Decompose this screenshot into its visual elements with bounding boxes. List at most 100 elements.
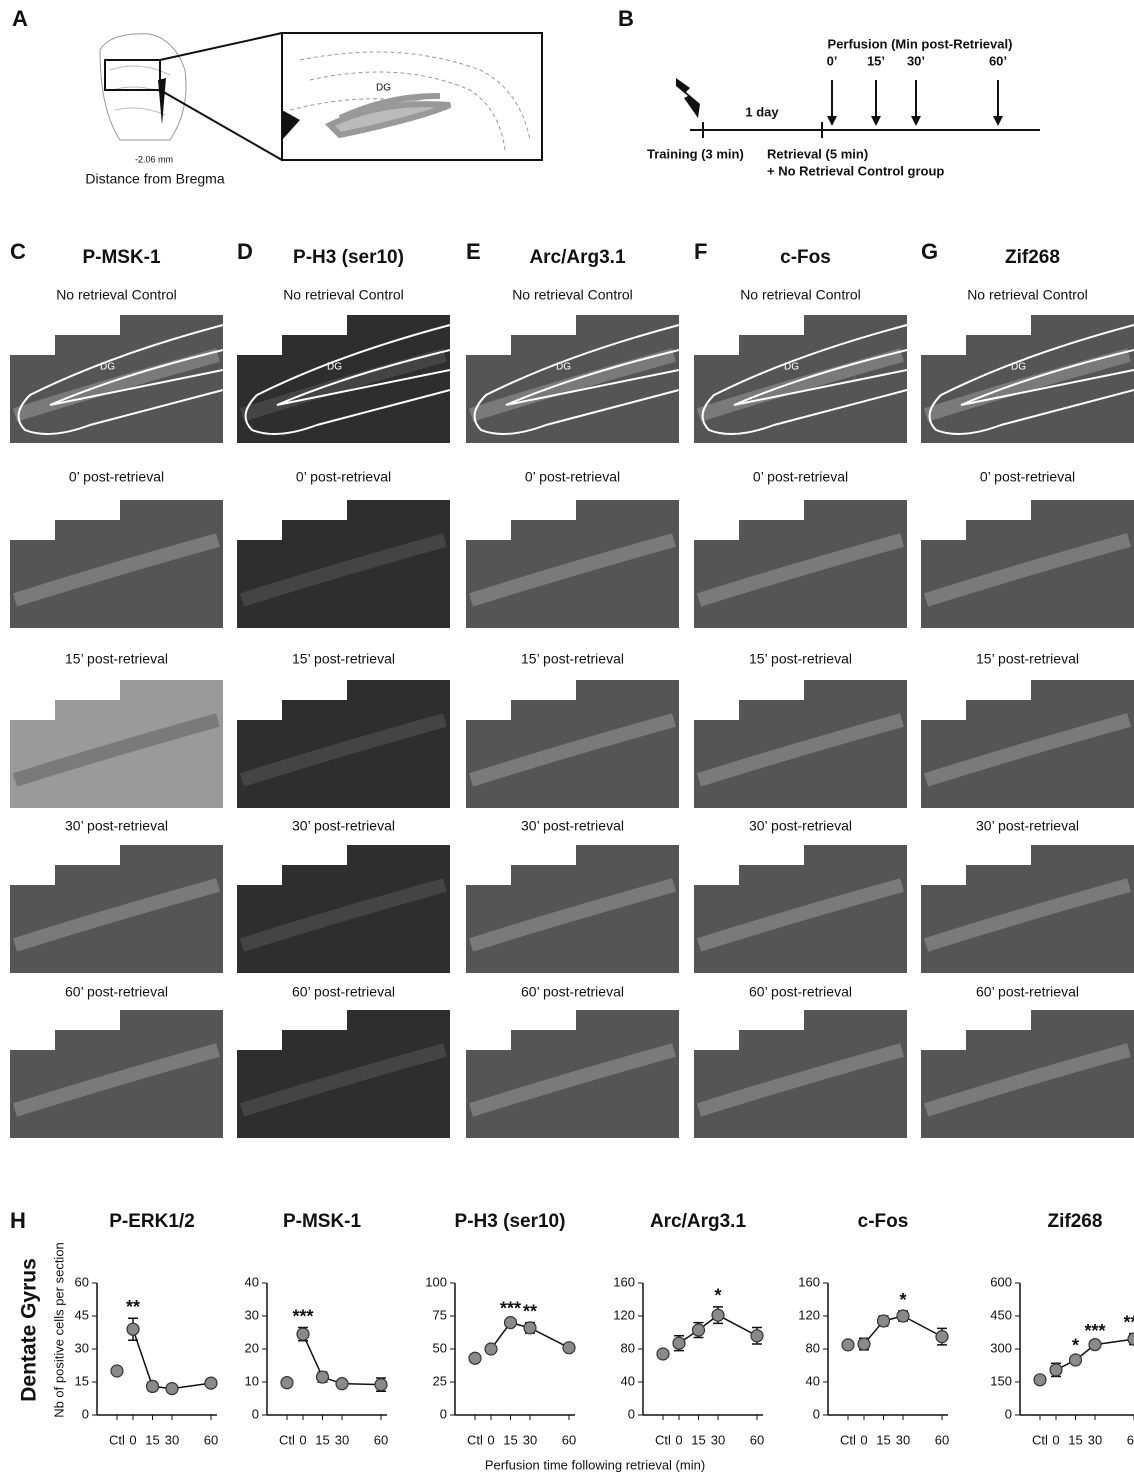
region-label: DG — [556, 362, 571, 373]
data-point — [166, 1383, 178, 1395]
data-point — [751, 1330, 763, 1342]
y-tick-label: 60 — [75, 1274, 89, 1289]
time-label: 30’ — [907, 53, 925, 68]
y-tick-label: 0 — [1005, 1406, 1012, 1421]
inset-box — [105, 60, 160, 90]
y-tick-label: 0 — [813, 1406, 820, 1421]
line — [133, 1329, 211, 1388]
perfusion-title: Perfusion (Min post-Retrieval) — [828, 36, 1013, 51]
significance-label: *** — [1123, 1312, 1134, 1332]
arrow-head — [827, 116, 837, 126]
y-tick-label: 0 — [440, 1406, 447, 1421]
x-tick-label: Ctl — [1032, 1432, 1048, 1447]
row-label: 15’ post-retrieval — [976, 651, 1079, 667]
significance-label: ** — [126, 1297, 140, 1317]
data-point — [317, 1371, 329, 1383]
row-label: No retrieval Control — [56, 287, 177, 303]
row-label: 30’ post-retrieval — [749, 818, 852, 834]
time-label: 0’ — [827, 53, 838, 68]
x-tick-label: 0 — [675, 1432, 682, 1447]
data-point — [563, 1342, 575, 1354]
panel-title: P-H3 (ser10) — [293, 247, 404, 268]
x-tick-label: 15 — [691, 1432, 705, 1447]
row-label: 60’ post-retrieval — [749, 984, 852, 1000]
x-tick-label: 60 — [1127, 1432, 1134, 1447]
chart-title: c-Fos — [858, 1211, 909, 1232]
x-tick-label: 15 — [503, 1432, 517, 1447]
arrow-head — [993, 116, 1003, 126]
y-tick-label: 40 — [245, 1274, 259, 1289]
x-tick-label: 0 — [299, 1432, 306, 1447]
data-point — [147, 1380, 159, 1392]
data-point — [297, 1328, 309, 1340]
x-tick-label: 30 — [896, 1432, 910, 1447]
panel-letter: E — [466, 239, 481, 264]
y-tick-label: 30 — [75, 1340, 89, 1355]
row-label: 60’ post-retrieval — [292, 984, 395, 1000]
x-tick-label: 60 — [562, 1432, 576, 1447]
region-label: DG — [327, 362, 342, 373]
chart-title: P-MSK-1 — [283, 1211, 362, 1232]
panel-letter: G — [921, 239, 938, 264]
row-label: 60’ post-retrieval — [521, 984, 624, 1000]
y-tick-label: 160 — [798, 1274, 820, 1289]
x-tick-label: 0 — [1052, 1432, 1059, 1447]
row-label: 15’ post-retrieval — [292, 651, 395, 667]
significance-label: * — [1072, 1335, 1079, 1355]
row-label: 60’ post-retrieval — [976, 984, 1079, 1000]
x-tick-label: 60 — [750, 1432, 764, 1447]
data-point — [842, 1339, 854, 1351]
retrieval-label: Retrieval (5 min) — [767, 146, 868, 161]
x-tick-label: 0 — [487, 1432, 494, 1447]
x-tick-label: Ctl — [655, 1432, 671, 1447]
x-tick-label: 30 — [711, 1432, 725, 1447]
data-point — [1070, 1354, 1082, 1366]
row-label: 15’ post-retrieval — [521, 651, 624, 667]
shock-icon — [676, 78, 700, 118]
data-point — [336, 1378, 348, 1390]
y-tick-label: 160 — [613, 1274, 635, 1289]
data-point — [858, 1338, 870, 1350]
row-label: 0’ post-retrieval — [296, 469, 391, 485]
data-point — [1034, 1374, 1046, 1386]
panel-letter: H — [10, 1208, 26, 1233]
time-label: 15’ — [867, 53, 885, 68]
chart-title: P-H3 (ser10) — [455, 1211, 566, 1232]
data-point — [693, 1324, 705, 1336]
x-tick-label: 30 — [1088, 1432, 1102, 1447]
x-tick-label: 0 — [860, 1432, 867, 1447]
panel-title: Arc/Arg3.1 — [529, 247, 626, 268]
caption: Distance from Bregma — [85, 171, 224, 187]
row-label: 0’ post-retrieval — [525, 469, 620, 485]
significance-label: *** — [500, 1299, 521, 1319]
data-point — [1050, 1364, 1062, 1376]
row-label: No retrieval Control — [512, 287, 633, 303]
arrow-head — [871, 116, 881, 126]
y-tick-label: 25 — [433, 1373, 447, 1388]
y-tick-label: 75 — [433, 1307, 447, 1322]
time-label: 60’ — [989, 53, 1007, 68]
data-point — [712, 1309, 724, 1321]
panel-title: P-MSK-1 — [82, 247, 161, 268]
row-label: 0’ post-retrieval — [69, 469, 164, 485]
y-tick-label: 120 — [613, 1307, 635, 1322]
x-tick-label: 60 — [935, 1432, 949, 1447]
y-tick-label: 450 — [990, 1307, 1012, 1322]
figure: ADG-2.06 mmDistance from BregmaBPerfusio… — [0, 0, 1134, 1477]
row-label: 30’ post-retrieval — [976, 818, 1079, 834]
y-tick-label: 20 — [245, 1340, 259, 1355]
y-tick-label: 30 — [245, 1307, 259, 1322]
y-tick-label: 10 — [245, 1373, 259, 1388]
x-tick-label: 15 — [876, 1432, 890, 1447]
y-tick-label: 15 — [75, 1373, 89, 1388]
y-tick-label: 120 — [798, 1307, 820, 1322]
y-tick-label: 0 — [252, 1406, 259, 1421]
row-label: Dentate Gyrus — [18, 1258, 41, 1402]
y-tick-label: 0 — [628, 1406, 635, 1421]
data-point — [127, 1323, 139, 1335]
y-tick-label: 80 — [621, 1340, 635, 1355]
chart-title: Arc/Arg3.1 — [650, 1211, 747, 1232]
chart-title: P-ERK1/2 — [109, 1211, 195, 1232]
data-point — [524, 1322, 536, 1334]
x-tick-label: 60 — [204, 1432, 218, 1447]
